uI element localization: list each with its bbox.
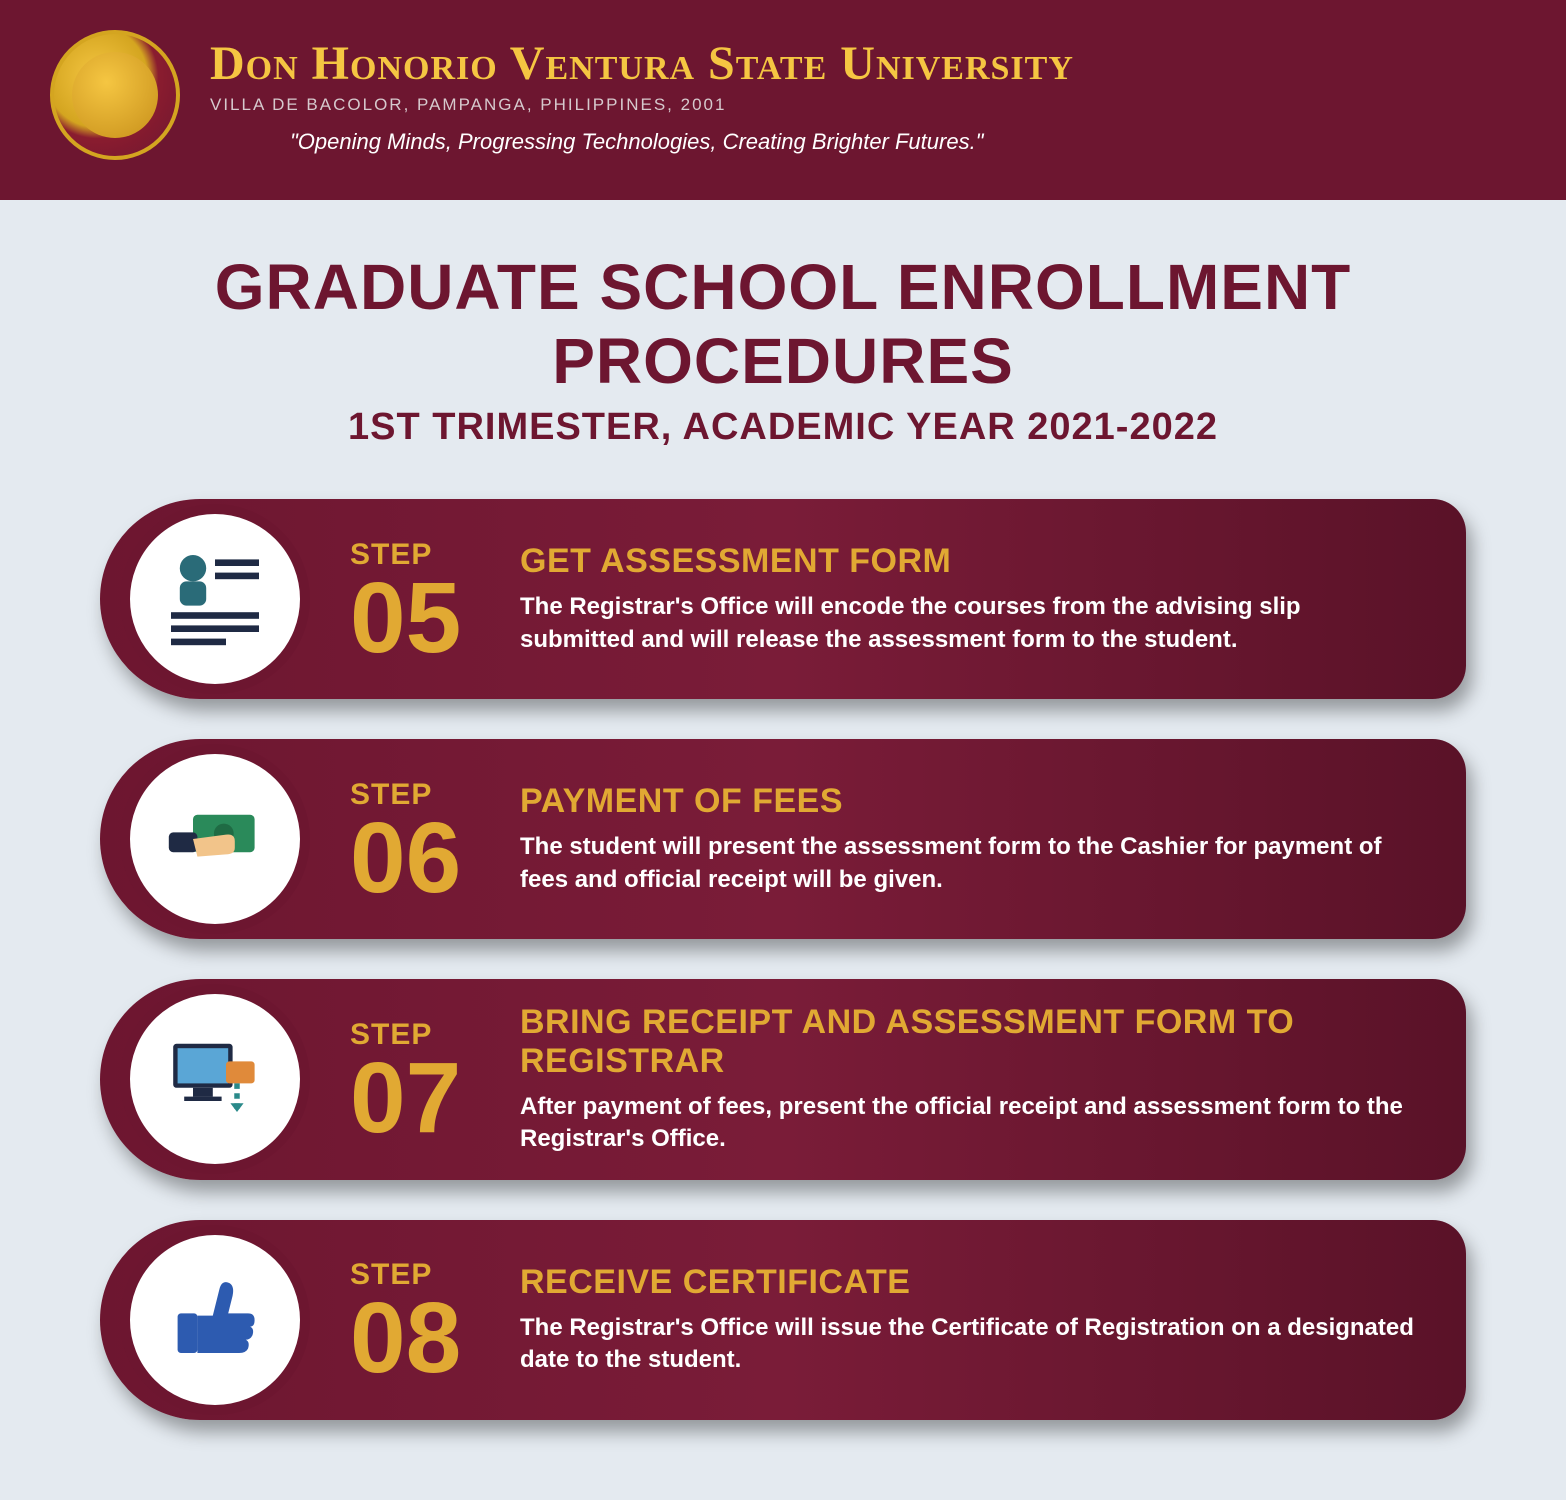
step-number: 08 [350, 1296, 520, 1381]
computer-upload-icon [160, 1024, 270, 1134]
thumbs-up-icon [160, 1265, 270, 1375]
step-number-wrap: STEP 06 [350, 778, 520, 901]
step-body: PAYMENT OF FEES The student will present… [520, 782, 1416, 896]
step-number: 05 [350, 576, 520, 661]
step-body: RECEIVE CERTIFICATE The Registrar's Offi… [520, 1263, 1416, 1377]
page-subtitle: 1ST TRIMESTER, ACADEMIC YEAR 2021-2022 [60, 406, 1506, 449]
step-card: STEP 06 PAYMENT OF FEES The student will… [100, 739, 1466, 939]
university-seal-icon [50, 30, 180, 160]
step-number: 07 [350, 1056, 520, 1141]
step-card: STEP 07 BRING RECEIPT AND ASSESSMENT FOR… [100, 979, 1466, 1180]
step-desc: The Registrar's Office will issue the Ce… [520, 1312, 1416, 1377]
university-tagline: "Opening Minds, Progressing Technologies… [290, 129, 1074, 155]
step-desc: The student will present the assessment … [520, 831, 1416, 896]
step-body: BRING RECEIPT AND ASSESSMENT FORM TO REG… [520, 1003, 1416, 1156]
step-desc: The Registrar's Office will encode the c… [520, 591, 1416, 656]
step-icon-circle [120, 504, 310, 694]
step-title: BRING RECEIPT AND ASSESSMENT FORM TO REG… [520, 1003, 1416, 1081]
step-icon-circle [120, 744, 310, 934]
step-desc: After payment of fees, present the offic… [520, 1091, 1416, 1156]
payment-hand-icon [160, 784, 270, 894]
step-card: STEP 08 RECEIVE CERTIFICATE The Registra… [100, 1220, 1466, 1420]
step-number-wrap: STEP 08 [350, 1258, 520, 1381]
university-name: Don Honorio Ventura State University [210, 36, 1074, 91]
step-number-wrap: STEP 07 [350, 1018, 520, 1141]
header-bar: Don Honorio Ventura State University VIL… [0, 0, 1566, 200]
page-title: GRADUATE SCHOOL ENROLLMENT PROCEDURES [60, 250, 1506, 398]
step-title: RECEIVE CERTIFICATE [520, 1263, 1416, 1302]
steps-list: STEP 05 GET ASSESSMENT FORM The Registra… [60, 499, 1506, 1420]
step-number: 06 [350, 816, 520, 901]
step-icon-circle [120, 1225, 310, 1415]
step-card: STEP 05 GET ASSESSMENT FORM The Registra… [100, 499, 1466, 699]
university-address: VILLA DE BACOLOR, PAMPANGA, PHILIPPINES,… [210, 95, 1074, 115]
profile-form-icon [160, 544, 270, 654]
step-title: PAYMENT OF FEES [520, 782, 1416, 821]
step-title: GET ASSESSMENT FORM [520, 542, 1416, 581]
step-body: GET ASSESSMENT FORM The Registrar's Offi… [520, 542, 1416, 656]
step-number-wrap: STEP 05 [350, 538, 520, 661]
header-text: Don Honorio Ventura State University VIL… [210, 36, 1074, 155]
main-content: GRADUATE SCHOOL ENROLLMENT PROCEDURES 1S… [0, 200, 1566, 1500]
step-icon-circle [120, 984, 310, 1174]
